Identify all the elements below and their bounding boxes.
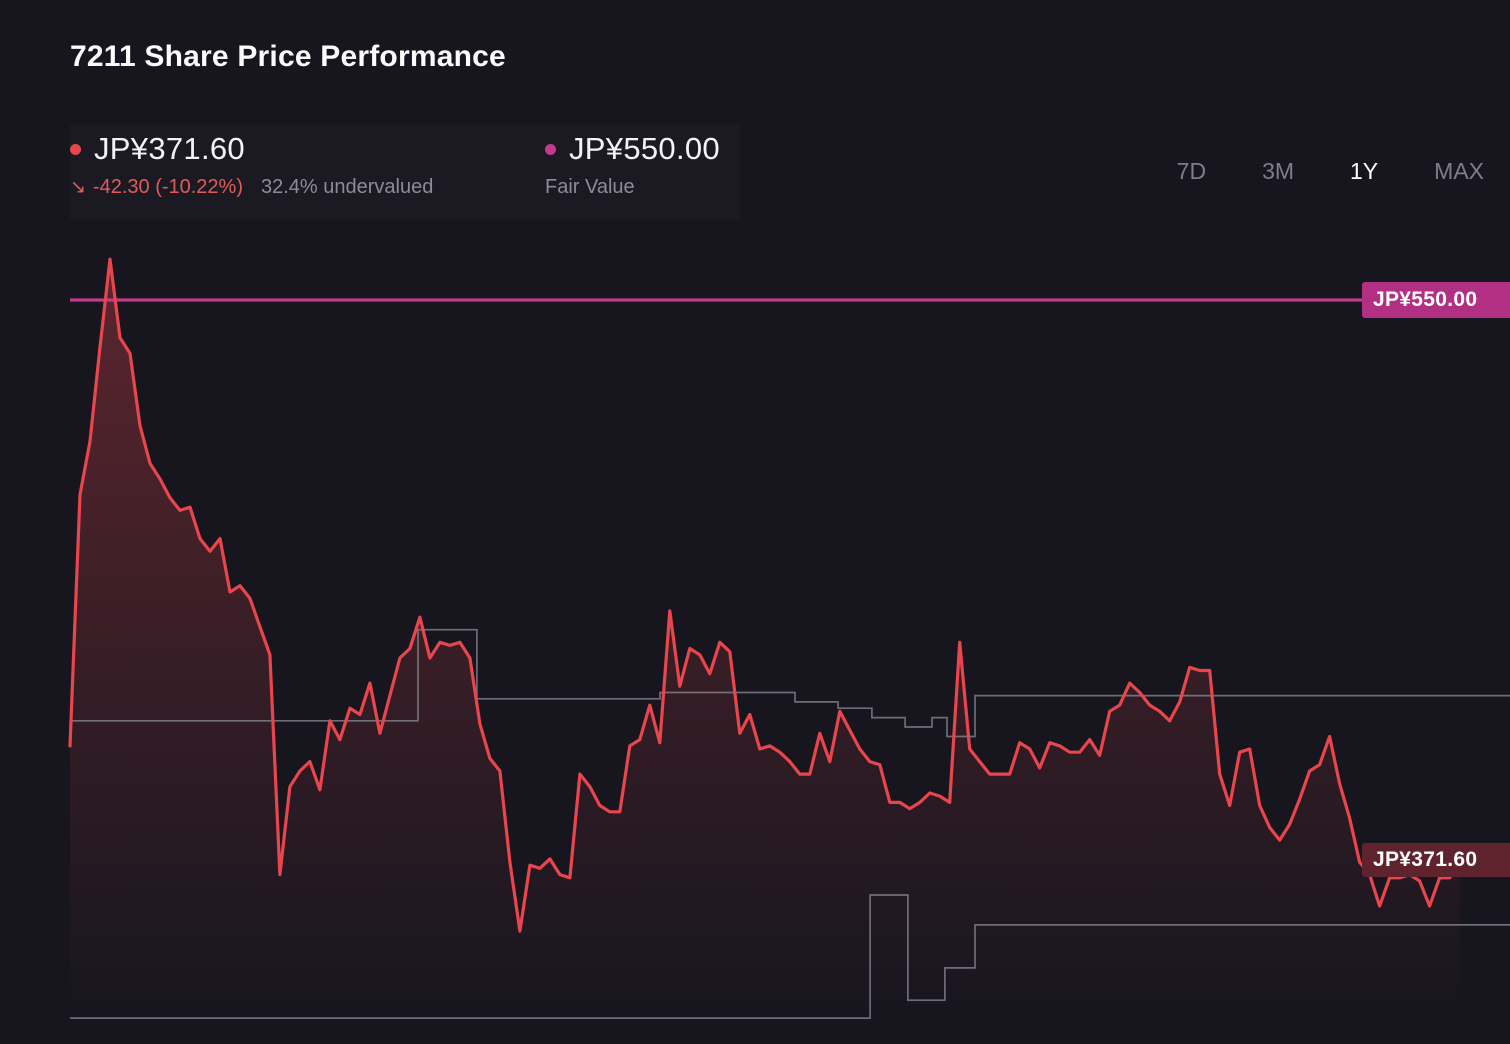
price-change-value: -42.30 (-10.22%)	[92, 176, 243, 198]
share-price-line	[68, 257, 1462, 933]
legend-current-price: JP¥371.60 ↘ -42.30 (-10.22%) 32.4% under…	[70, 131, 433, 199]
current-price-label: JP¥371.60	[1362, 843, 1510, 878]
time-range-selector: 7D 3M 1Y MAX	[1177, 158, 1484, 185]
range-option-1y[interactable]: 1Y	[1350, 158, 1379, 184]
valuation-status: 32.4% undervalued	[261, 176, 434, 198]
range-option-max[interactable]: MAX	[1434, 158, 1484, 184]
page-title: 7211 Share Price Performance	[70, 40, 506, 73]
benchmark-step-line-1	[70, 628, 1510, 738]
fair-value-price: JP¥550.00	[569, 131, 720, 166]
current-price-value: JP¥371.60	[94, 131, 245, 166]
range-option-3m[interactable]: 3M	[1262, 158, 1295, 184]
fair-value-caption: Fair Value	[545, 176, 635, 198]
price-area-fill	[70, 259, 1460, 1044]
benchmark-step-line-2	[70, 894, 1510, 1019]
current-price-dot	[70, 143, 81, 155]
range-option-7d[interactable]: 7D	[1176, 158, 1207, 184]
price-decrease-arrow-icon: ↘	[70, 177, 86, 198]
fair-value-dot	[545, 143, 556, 155]
legend-fair-value: JP¥550.00 Fair Value	[545, 131, 720, 199]
fair-value-label: JP¥550.00	[1362, 282, 1510, 318]
